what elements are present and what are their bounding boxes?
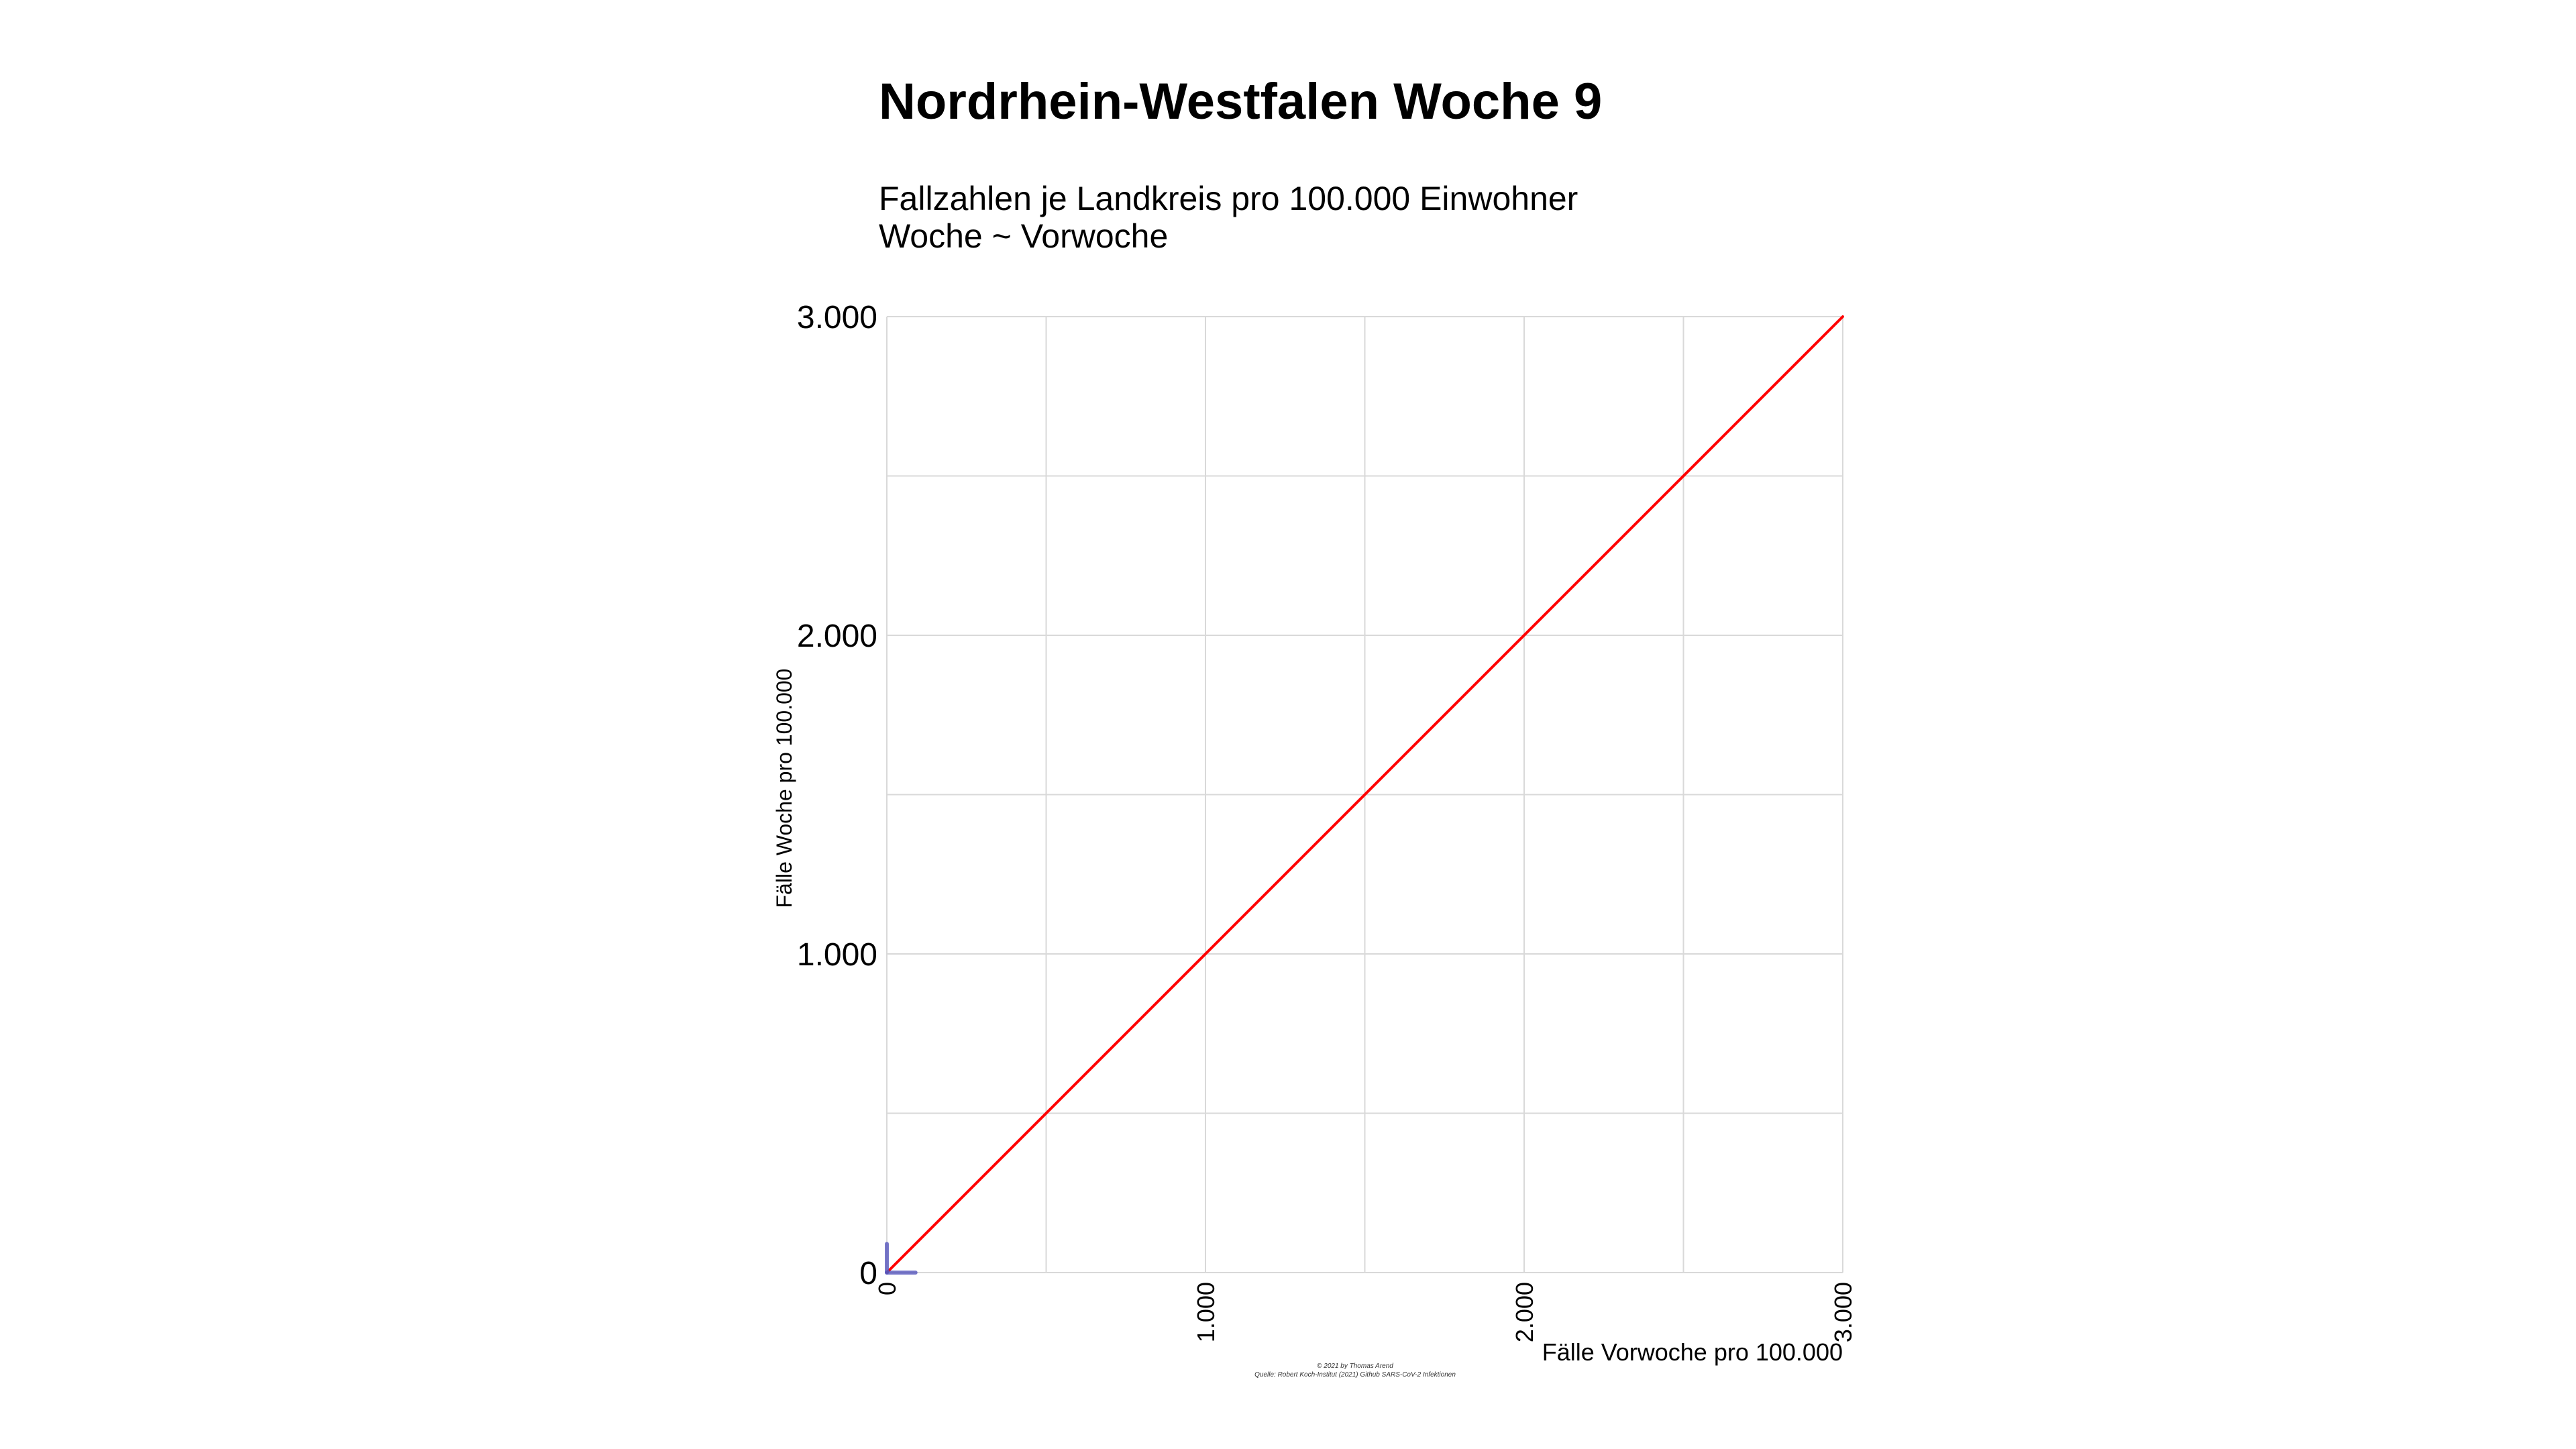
reference-line [885,315,1844,1274]
chart-subtitle: Fallzahlen je Landkreis pro 100.000 Einw… [879,180,1578,255]
subtitle-line-1: Fallzahlen je Landkreis pro 100.000 Einw… [879,180,1578,217]
y-tick-label: 0 [859,1256,877,1291]
chart-title: Nordrhein-Westfalen Woche 9 [879,73,1603,130]
series-layer [885,315,1844,1275]
x-tick-label: 2.000 [1511,1282,1538,1342]
source-caption: © 2021 by Thomas Arend Quelle: Robert Ko… [1006,1362,1704,1379]
y-axis-label: Fälle Woche pro 100.000 [772,669,796,908]
x-axis-label: Fälle Vorwoche pro 100.000 [1542,1338,1843,1366]
x-tick-label: 0 [873,1282,901,1295]
y-tick-label: 3.000 [797,300,877,335]
caption-copyright: © 2021 by Thomas Arend [1317,1362,1393,1370]
tick-labels: 0 1.000 2.000 3.000 0 1.000 2.000 3.000 [797,300,1857,1342]
caption-source: Quelle: Robert Koch-Institut (2021) Gith… [1254,1371,1456,1379]
y-tick-label: 1.000 [797,937,877,973]
y-tick-label: 2.000 [797,619,877,654]
x-tick-label: 3.000 [1829,1282,1857,1342]
subtitle-line-2: Woche ~ Vorwoche [879,217,1169,255]
x-tick-label: 1.000 [1192,1282,1220,1342]
